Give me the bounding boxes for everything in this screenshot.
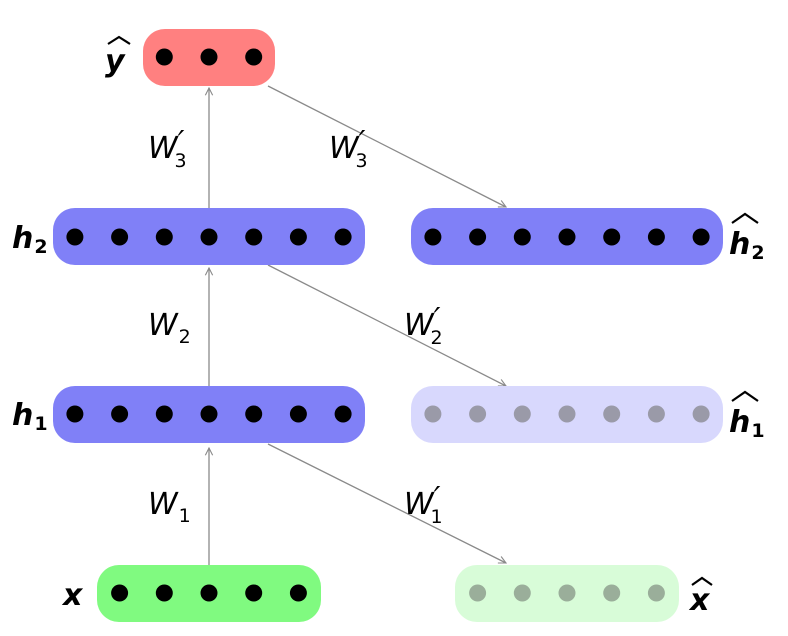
neuron-dot [647,228,665,246]
neuron-dot [155,405,173,423]
weight-label-w3-prime-up: W′ 3 [148,125,187,172]
neuron-dot [111,584,129,602]
label-x-text: x [61,578,84,613]
neuron-dot [334,405,352,423]
label-h2-hat-text: h2 [729,227,765,264]
weight-label-w1: W1 [148,487,191,527]
label-h2: h2 [12,221,48,258]
neuron-dot [647,405,665,423]
neuron-dot [558,228,576,246]
layer-x-hat [455,565,679,622]
layer-h2-hat [411,208,723,265]
neuron-dot [155,48,173,66]
neuron-dot [469,584,487,602]
edge-h1-to-x-hat [267,443,506,564]
neuron-dot [424,228,442,246]
neuron-dot [245,584,263,602]
label-x-hat-text: x [688,583,711,618]
neuron-dot [245,228,263,246]
label-x-hat: x [688,576,713,618]
neuron-dot [692,405,710,423]
neuron-dot [334,228,352,246]
label-h2-text: h2 [12,221,48,258]
neuron-dot [469,228,487,246]
neuron-dot [66,228,84,246]
neuron-dot [558,584,576,602]
neuron-dot [424,405,442,423]
neuron-dot [200,405,218,423]
neuron-dot [603,405,621,423]
neuron-dot [603,584,621,602]
neuron-dot [111,228,129,246]
weight-label-w2-prime: W′ 2 [404,302,443,349]
neuron-dot [513,228,531,246]
hat-accent [107,35,131,45]
edge-h2-to-h1-hat [267,264,506,387]
label-h2-hat: h2 [729,212,765,264]
weight-label-w2: W2 [148,308,191,348]
neuron-dot [66,405,84,423]
neuron-dot [245,405,263,423]
neuron-dot [200,48,218,66]
hat-accent [731,212,759,224]
neuron-dot [200,228,218,246]
edges [209,85,506,565]
layer-y-hat [143,29,275,86]
label-h1-text: h1 [12,398,48,435]
weight-label-w1-prime: W′ 1 [404,481,443,528]
edge-y-to-h2-hat [267,85,506,208]
neuron-dot [558,405,576,423]
neuron-dot [245,48,263,66]
hat-accent [731,390,759,402]
neuron-dot [603,228,621,246]
neuron-dot [289,405,307,423]
label-x: x [61,578,84,613]
layer-h2 [53,208,365,265]
label-h1-hat: h1 [729,390,765,442]
weight-label-w3-prime-side: W′ 3 [329,125,368,172]
neuron-dot [111,405,129,423]
neuron-dot [513,405,531,423]
layer-h1-hat [411,386,723,443]
neuron-dot [692,228,710,246]
neuron-dot [155,228,173,246]
neuron-dot [513,584,531,602]
neuron-dot [469,405,487,423]
neuron-dot [155,584,173,602]
label-y-hat-text: y [105,44,126,79]
layer-h1 [53,386,365,443]
neuron-dot [289,584,307,602]
hat-accent [691,576,713,586]
neuron-dot [647,584,665,602]
layer-x [97,565,321,622]
label-y-hat: y [105,35,131,79]
neuron-dot [200,584,218,602]
label-h1: h1 [12,398,48,435]
label-h1-hat-text: h1 [729,405,765,442]
neuron-dot [289,228,307,246]
